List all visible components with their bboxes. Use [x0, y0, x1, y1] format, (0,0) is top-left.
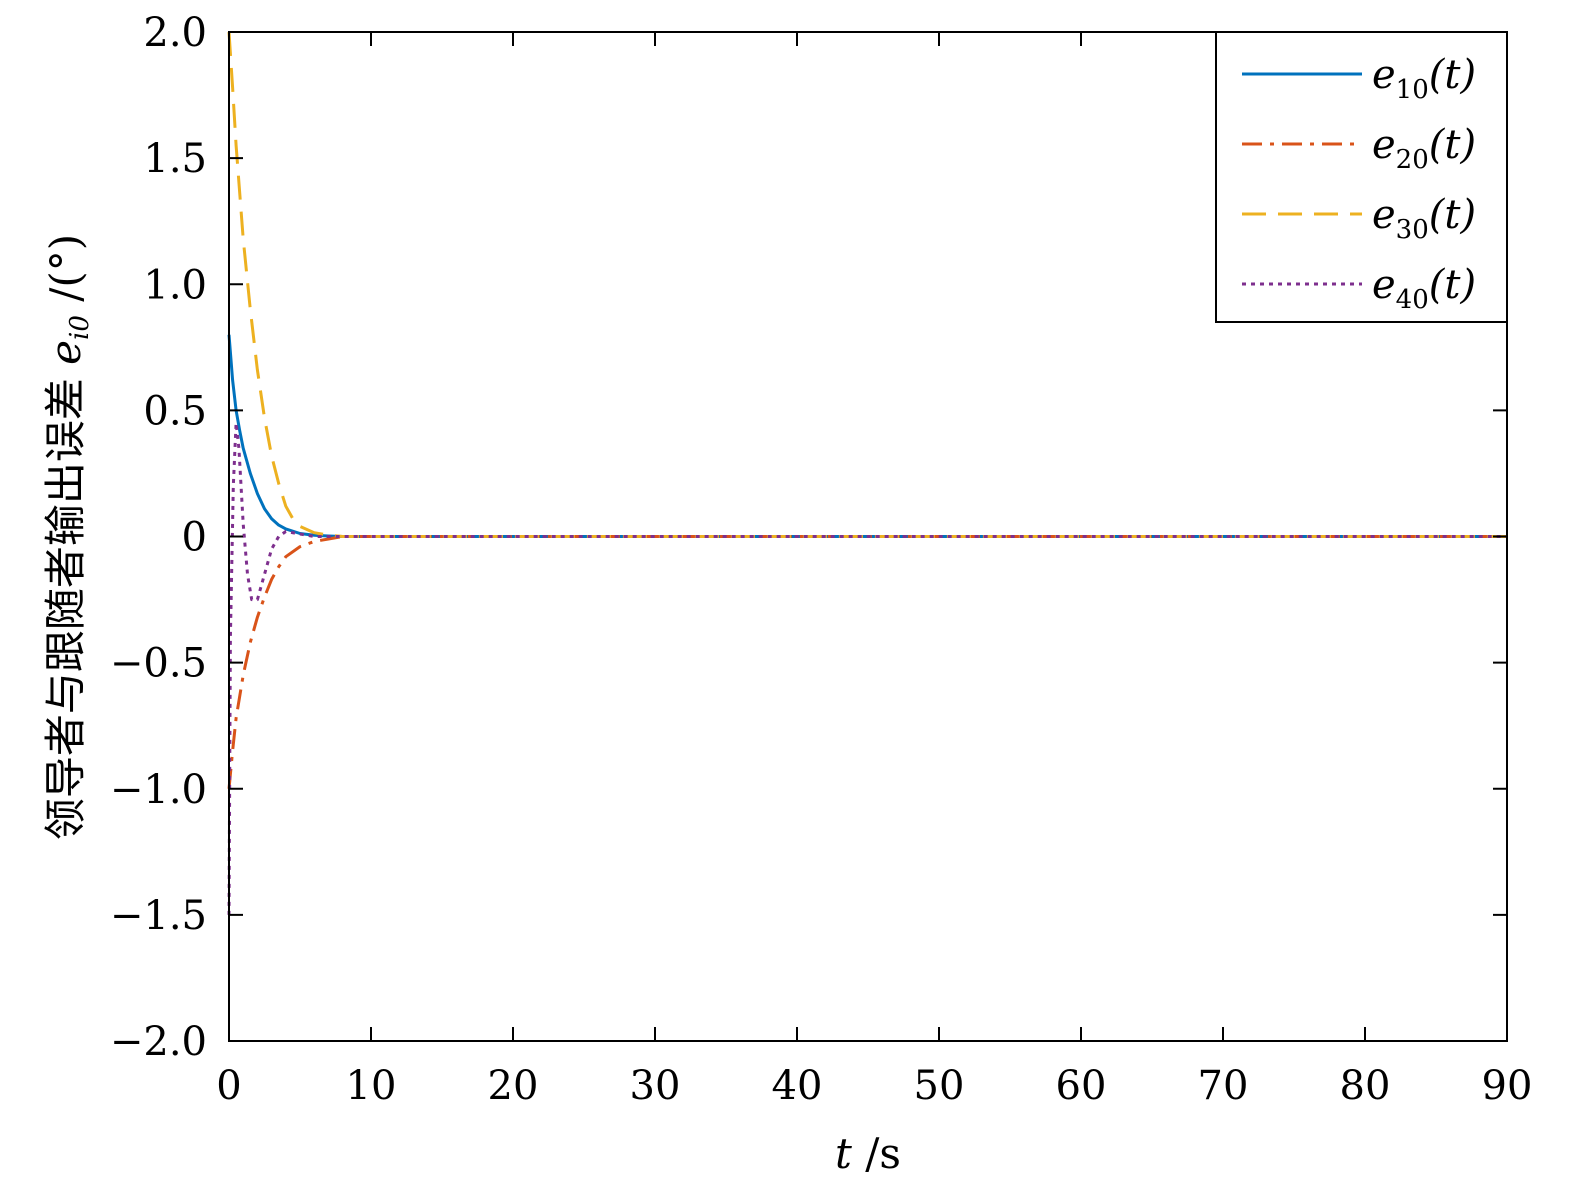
legend-label-1: e10(t) — [1372, 52, 1476, 105]
x-tick-label: 60 — [1056, 1063, 1107, 1109]
y-tick-label: 2.0 — [143, 10, 207, 56]
y-tick-label: 0 — [182, 515, 207, 561]
y-axis-label-text: 领导者与跟随者输出误差 — [41, 365, 90, 840]
y-tick-label: −1.0 — [110, 767, 207, 813]
x-tick-label: 10 — [346, 1063, 397, 1109]
y-tick-label: 1.0 — [143, 262, 207, 308]
x-tick-label: 20 — [488, 1063, 539, 1109]
legend-label-2: e20(t) — [1372, 122, 1476, 175]
x-tick-label: 70 — [1198, 1063, 1249, 1109]
legend: e10(t) e20(t) e30(t) e40(t) — [1215, 31, 1508, 323]
y-tick-label: −2.0 — [110, 1019, 207, 1065]
x-tick-label: 0 — [216, 1063, 241, 1109]
y-tick-label: 0.5 — [143, 388, 207, 434]
y-axis-label-var: e — [41, 340, 90, 365]
x-tick-label: 90 — [1482, 1063, 1533, 1109]
series-layer — [227, 31, 1507, 915]
x-tick-label: 30 — [630, 1063, 681, 1109]
legend-label-4: e40(t) — [1372, 262, 1476, 315]
ticks-layer: 0 10 20 30 40 50 60 70 80 90 −2.0 −1.5 −1.0 −0.5 0 0.5 1… — [110, 10, 1533, 1109]
y-tick-label: −0.5 — [110, 641, 207, 687]
legend-label-3: e30(t) — [1372, 192, 1476, 245]
x-axis-label: t /s — [835, 1129, 901, 1178]
x-tick-label: 40 — [772, 1063, 823, 1109]
y-axis-label-unit: /(°) — [41, 234, 90, 315]
x-tick-label: 80 — [1340, 1063, 1391, 1109]
y-tick-label: 1.5 — [143, 136, 207, 182]
x-axis-label-var: t — [835, 1129, 852, 1178]
y-axis-label: 领导者与跟随者输出误差 ei0 /(°) — [41, 234, 95, 840]
y-axis-label-sub: i0 — [65, 315, 95, 340]
legend-box — [1215, 31, 1508, 323]
y-tick-label: −1.5 — [110, 893, 207, 939]
series-line-2 — [227, 535, 1507, 789]
x-axis-label-unit: /s — [852, 1129, 901, 1178]
x-tick-label: 50 — [914, 1063, 965, 1109]
